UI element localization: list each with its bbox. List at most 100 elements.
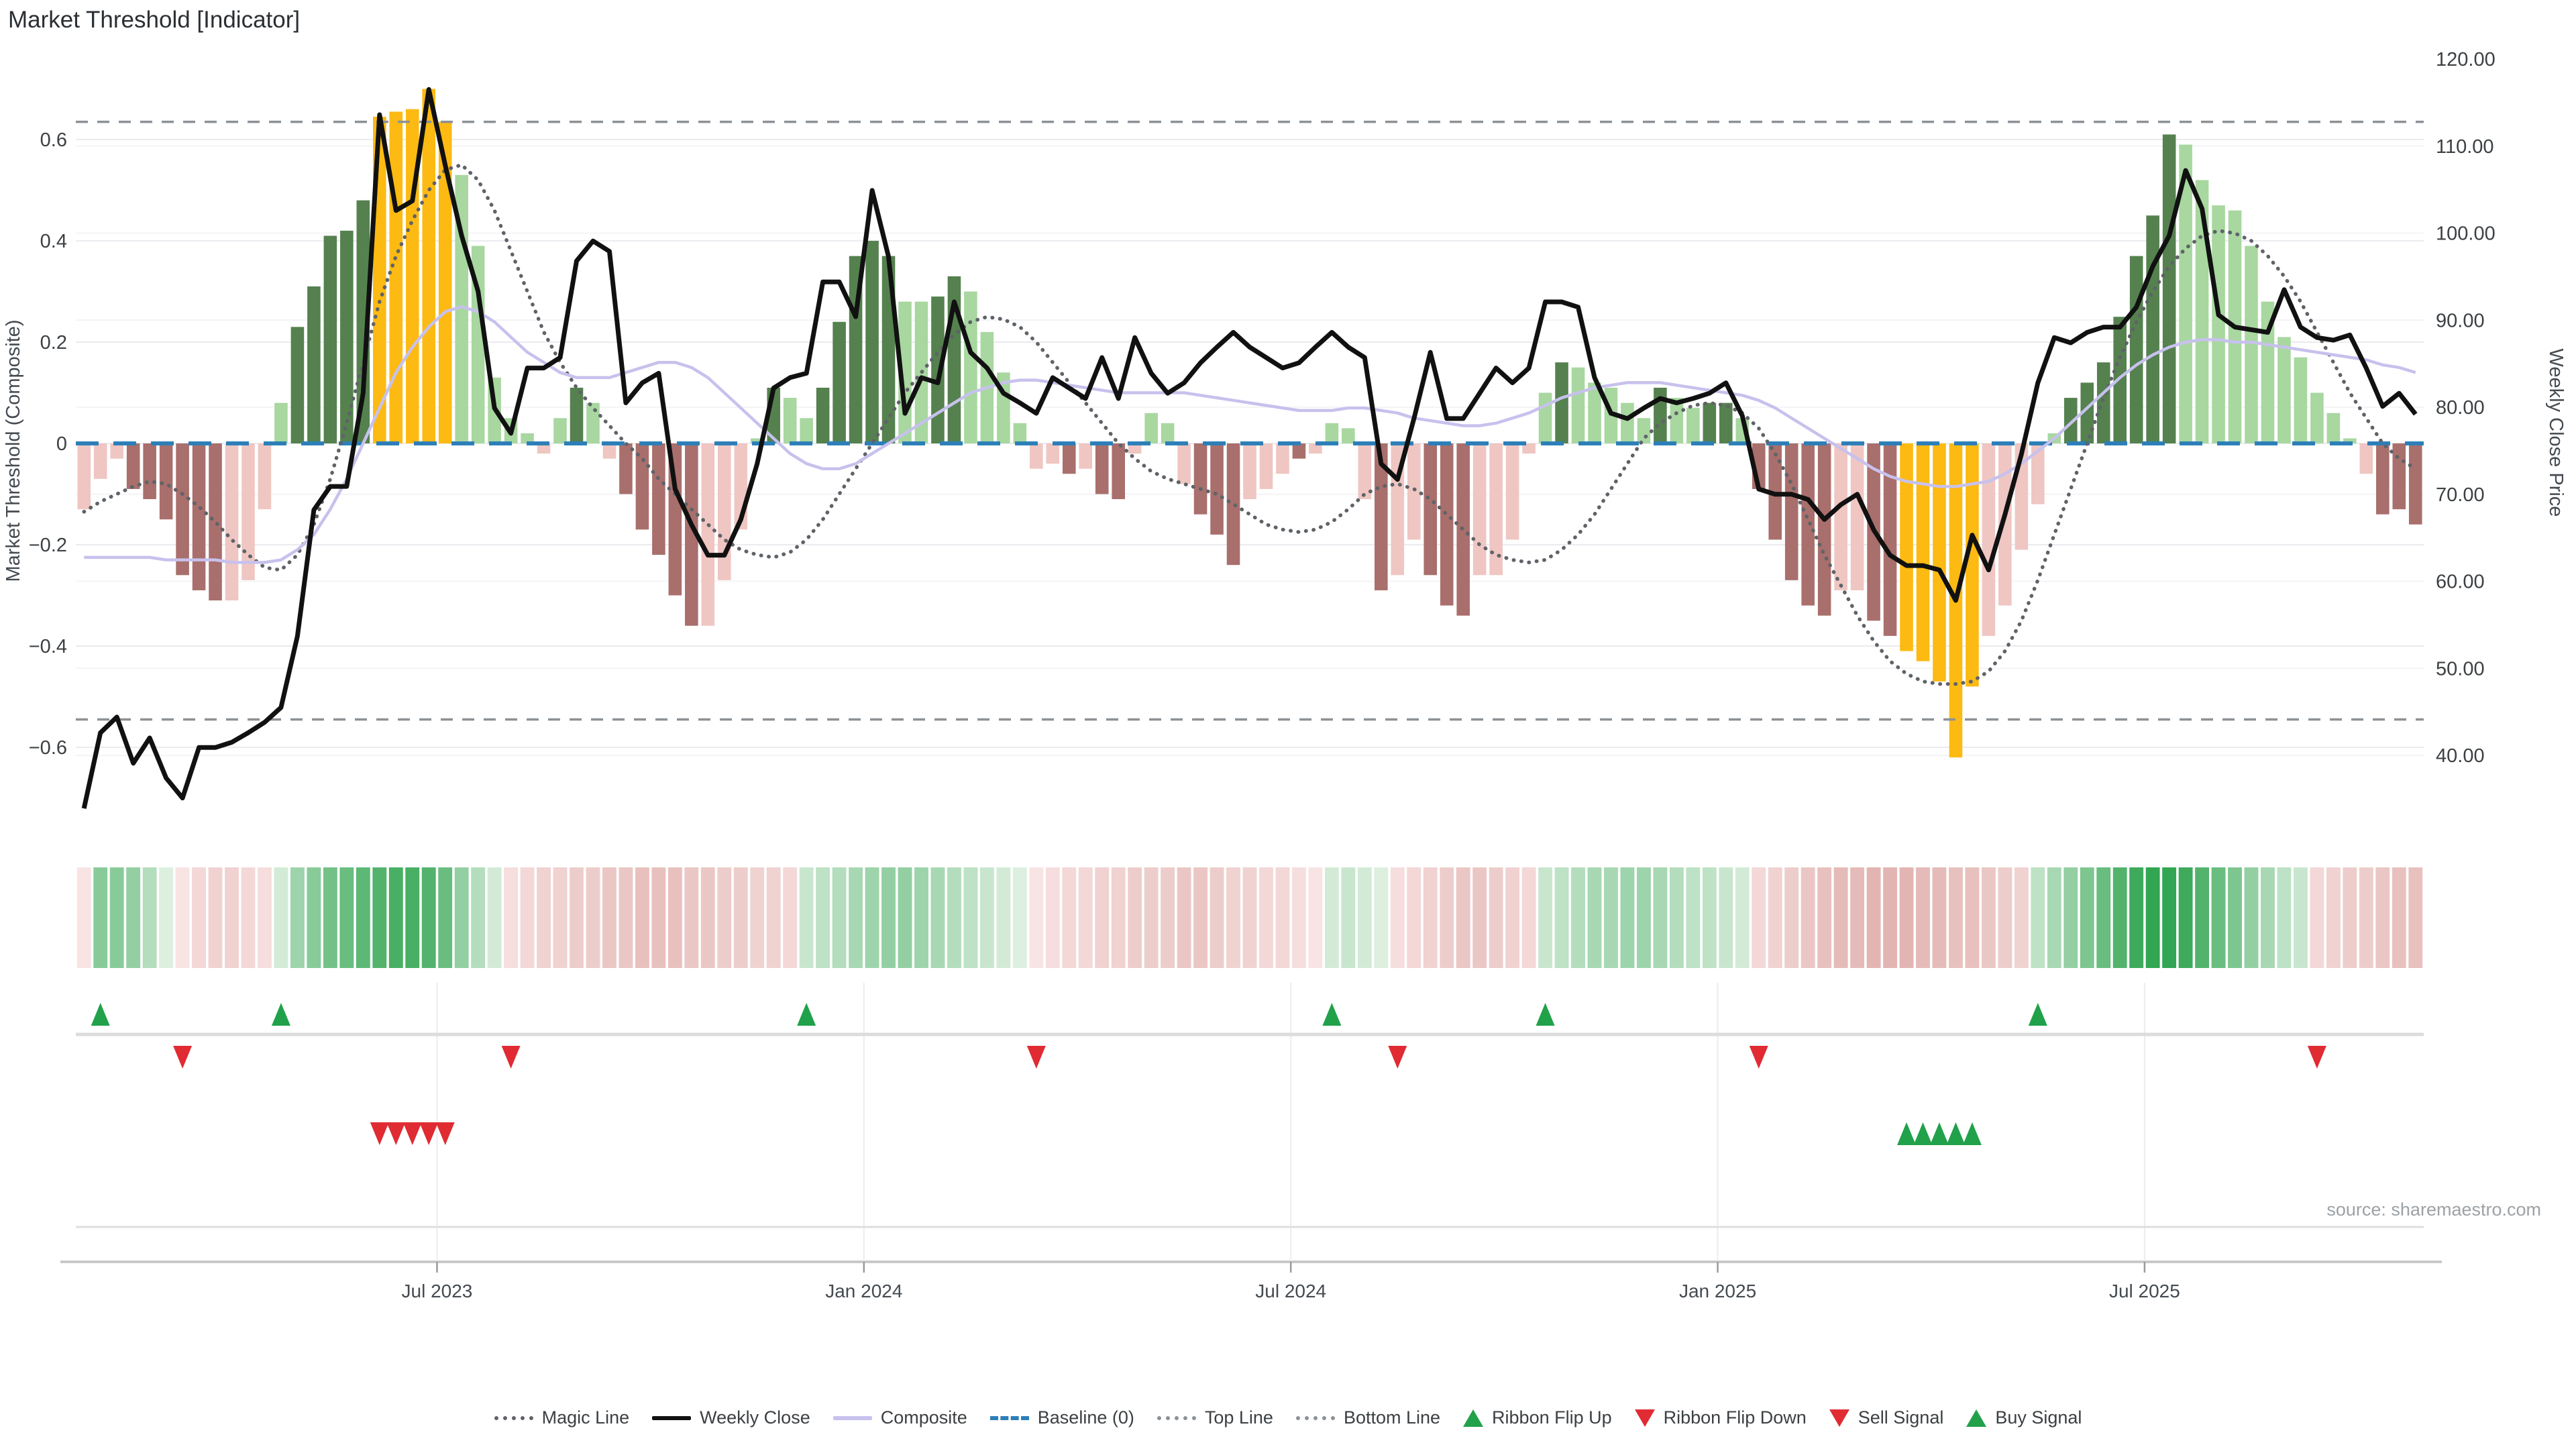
legend-item-composite[interactable]: Composite xyxy=(833,1407,967,1428)
ribbon-cell xyxy=(1752,867,1766,968)
ribbon-cell xyxy=(126,867,141,968)
legend-item-sell-signal[interactable]: Sell Signal xyxy=(1829,1407,1944,1428)
ribbon-cell xyxy=(1374,867,1389,968)
threshold-bar xyxy=(2294,357,2308,443)
ribbon-cell xyxy=(996,867,1011,968)
axis-ticks: 0.6 0.4 0.2 0 −0.2 −0.4 −0.6 120.00 110.00 100.00… xyxy=(29,49,2496,767)
threshold-bar xyxy=(1112,443,1125,500)
threshold-bar xyxy=(1933,443,1946,682)
legend-swatch-icon xyxy=(652,1415,692,1420)
threshold-bar xyxy=(537,443,551,454)
legend-item-top-line[interactable]: Top Line xyxy=(1157,1407,1273,1428)
ribbon-cell xyxy=(1489,867,1503,968)
legend-item-label: Top Line xyxy=(1204,1407,1273,1428)
legend-item-label: Sell Signal xyxy=(1858,1407,1944,1428)
legend-item-buy-signal[interactable]: Buy Signal xyxy=(1966,1407,2082,1428)
ribbon-cell xyxy=(1702,867,1717,968)
legend-item-ribbon-flip-up[interactable]: Ribbon Flip Up xyxy=(1463,1407,1612,1428)
ribbon-cell xyxy=(881,867,896,968)
legend-item-ribbon-flip-down[interactable]: Ribbon Flip Down xyxy=(1634,1407,1807,1428)
ribbon-cell xyxy=(1029,867,1044,968)
threshold-bar xyxy=(816,387,830,443)
legend-item-label: Baseline (0) xyxy=(1037,1407,1134,1428)
threshold-bar xyxy=(1013,423,1027,443)
ribbon-cell xyxy=(1390,867,1405,968)
threshold-bar xyxy=(1784,443,1799,580)
ribbon-cell xyxy=(1899,867,1914,968)
x-axis-tick-label: Jul 2023 xyxy=(402,1281,473,1301)
threshold-bar xyxy=(2195,180,2209,443)
threshold-bar xyxy=(2179,144,2192,444)
threshold-bar xyxy=(2162,134,2176,443)
threshold-bar xyxy=(1325,423,1339,443)
ribbon-cell xyxy=(438,867,453,968)
left-axis-tick: 0.6 xyxy=(40,129,67,151)
threshold-bar xyxy=(1916,443,1930,661)
threshold-bar xyxy=(1522,443,1536,454)
ribbon-cell xyxy=(2375,867,2390,968)
threshold-bar xyxy=(471,246,485,443)
ribbon-cell xyxy=(2145,867,2160,968)
ribbon-cell xyxy=(175,867,190,968)
threshold-bar xyxy=(1966,443,1979,687)
threshold-bar xyxy=(2392,443,2406,510)
source-credit: source: sharemaestro.com xyxy=(2326,1199,2541,1220)
magic-line xyxy=(82,162,2418,686)
ribbon-cell xyxy=(1735,867,1750,968)
threshold-bar xyxy=(1555,362,1568,443)
threshold-bar xyxy=(964,291,977,443)
threshold-bar xyxy=(1703,402,1717,443)
threshold-bar xyxy=(1128,443,1142,454)
ribbon-cell xyxy=(2359,867,2373,968)
x-axis: Jul 2023 Jan 2024 Jul 2024 Jan 2025 Jul 2025 xyxy=(60,1260,2442,1301)
threshold-bar xyxy=(258,443,272,510)
ribbon-cell xyxy=(1357,867,1372,968)
signal-panel xyxy=(76,983,2424,1260)
legend-item-bottom-line[interactable]: Bottom Line xyxy=(1295,1407,1440,1428)
ribbon-cell xyxy=(1866,867,1881,968)
ribbon-flip-up-marker xyxy=(91,1003,110,1026)
legend-item-baseline-0-[interactable]: Baseline (0) xyxy=(989,1407,1134,1428)
threshold-bar xyxy=(2376,443,2390,515)
threshold-bar xyxy=(2408,443,2422,525)
threshold-bar xyxy=(1210,443,1224,535)
ribbon-cell xyxy=(2228,867,2242,968)
threshold-bar xyxy=(1161,423,1175,443)
ribbon-cell xyxy=(766,867,781,968)
threshold-bar xyxy=(1177,443,1191,484)
ribbon-flip-down-marker xyxy=(1388,1046,1407,1069)
ribbon-cell xyxy=(2293,867,2308,968)
ribbon-cell xyxy=(1965,867,1980,968)
ribbon-cell xyxy=(1784,867,1799,968)
ribbon-cell xyxy=(1587,867,1602,968)
ribbon-cell xyxy=(1883,867,1897,968)
buy-signal-marker xyxy=(1946,1122,1966,1145)
ribbon-cell xyxy=(142,867,157,968)
ribbon-cell xyxy=(274,867,288,968)
ribbon-cell xyxy=(1308,867,1323,968)
ribbon-cell xyxy=(914,867,928,968)
threshold-bar xyxy=(1538,392,1552,443)
legend-item-magic-line[interactable]: Magic Line xyxy=(494,1407,629,1428)
threshold-bar xyxy=(2245,246,2258,443)
ribbon-cell xyxy=(1423,867,1438,968)
ribbon-cell xyxy=(2343,867,2357,968)
page-title: Market Threshold [Indicator] xyxy=(8,7,301,33)
buy-signal-marker xyxy=(1897,1122,1917,1145)
legend-item-label: Ribbon Flip Up xyxy=(1492,1407,1612,1428)
ribbon-cell xyxy=(1505,867,1520,968)
ribbon-flip-down-marker xyxy=(501,1046,521,1069)
threshold-bar xyxy=(192,443,206,590)
ribbon-cell xyxy=(1571,867,1585,968)
threshold-bar xyxy=(1358,443,1372,500)
ribbon-cell xyxy=(947,867,961,968)
sell-signal-marker xyxy=(402,1122,422,1145)
ribbon-flip-up-marker xyxy=(1322,1003,1342,1026)
x-axis-tick-label: Jul 2025 xyxy=(2109,1281,2180,1301)
ribbon-cell xyxy=(750,867,765,968)
legend-item-weekly-close[interactable]: Weekly Close xyxy=(652,1407,810,1428)
threshold-bar xyxy=(635,443,649,530)
ribbon-cell xyxy=(2408,867,2423,968)
right-axis-title: Weekly Close Price xyxy=(2545,348,2567,517)
